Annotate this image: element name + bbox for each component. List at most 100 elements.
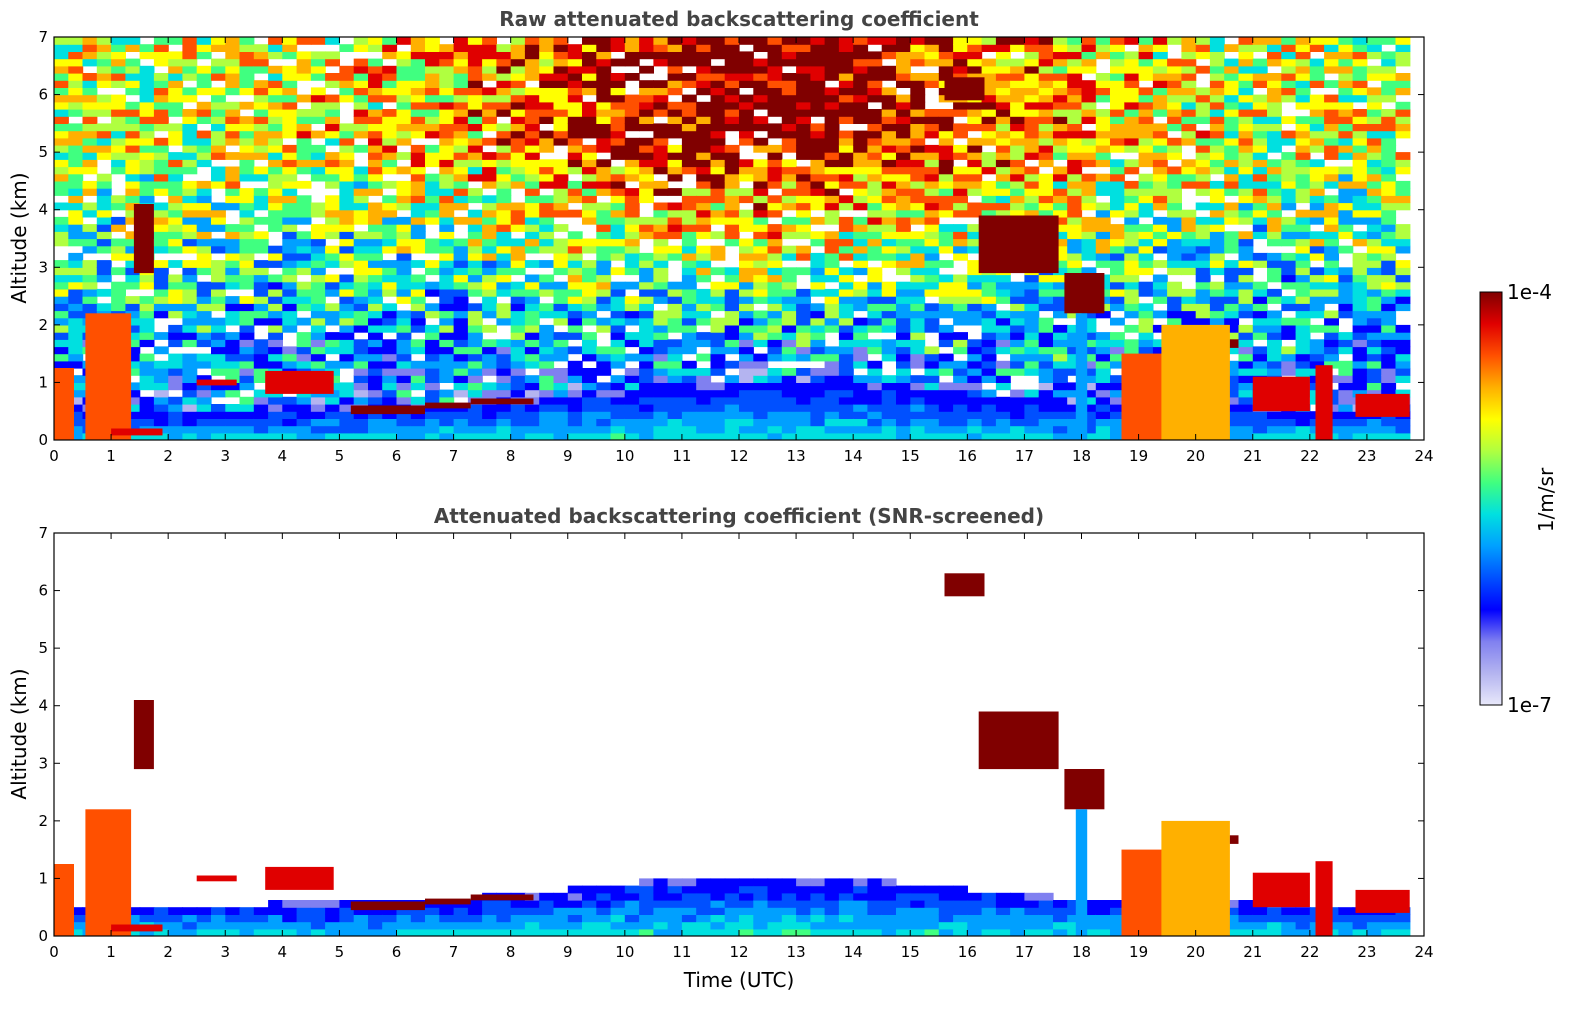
heatmap-cell [1366, 382, 1382, 391]
heatmap-cell [739, 274, 754, 283]
heatmap-cell [396, 274, 412, 283]
heatmap-cell [953, 109, 968, 117]
heatmap-cell [1195, 37, 1211, 45]
heatmap-cell [425, 396, 440, 405]
heatmap-cell [710, 65, 726, 74]
heatmap-cell [639, 166, 654, 175]
heatmap-cell [68, 432, 84, 440]
heatmap-cell [396, 216, 412, 225]
heatmap-cell [1295, 44, 1311, 52]
heatmap-cell [1067, 202, 1083, 211]
heatmap-cell [539, 231, 555, 240]
heatmap-cell [1224, 101, 1240, 110]
heatmap-cell [953, 332, 968, 340]
heatmap-cell [696, 296, 712, 304]
heatmap-cell [125, 310, 141, 319]
heatmap-cell [211, 418, 226, 427]
heatmap-cell [467, 224, 483, 232]
heatmap-cell [696, 58, 712, 67]
heatmap-cell [539, 44, 555, 52]
heatmap-cell [439, 173, 455, 182]
heatmap-cell [182, 231, 198, 240]
heatmap-cell [867, 37, 883, 45]
heatmap-cell [1053, 332, 1068, 340]
heatmap-cell [853, 58, 869, 67]
heatmap-cell [1366, 346, 1382, 355]
heatmap-cell [753, 65, 769, 74]
heatmap-cell [1209, 123, 1225, 132]
heatmap-cell [667, 389, 683, 398]
heatmap-cell [396, 353, 412, 362]
heatmap-cell [1053, 123, 1068, 132]
heatmap-cell [425, 180, 440, 189]
heatmap-cell [1352, 51, 1368, 60]
heatmap-cell [1167, 238, 1182, 247]
heatmap-cell [624, 195, 640, 204]
heatmap-cell [1081, 137, 1097, 146]
heatmap-cell [838, 324, 854, 333]
heatmap-cell [1324, 267, 1339, 276]
heatmap-cell [1395, 231, 1411, 240]
heatmap-cell [667, 65, 683, 74]
heatmap-cell [353, 65, 369, 74]
heatmap-cell [1038, 173, 1054, 182]
heatmap-cell [339, 137, 355, 146]
heatmap-cell [1081, 317, 1097, 326]
heatmap-cell [368, 166, 383, 175]
heatmap-cell [953, 202, 968, 211]
heatmap-cell [1381, 73, 1397, 81]
heatmap-cell [681, 44, 697, 52]
heatmap-cell [439, 238, 455, 247]
heatmap-cell [653, 368, 669, 376]
heatmap-cell [524, 317, 540, 326]
heatmap-cell [182, 317, 198, 326]
heatmap-cell [68, 44, 84, 52]
heatmap-cell [353, 288, 369, 297]
heatmap-cell [781, 389, 797, 398]
heatmap-cell [724, 216, 740, 225]
heatmap-cell [624, 123, 640, 132]
heatmap-cell [1181, 216, 1197, 225]
heatmap-cell [910, 252, 926, 261]
heatmap-cell [824, 404, 840, 412]
heatmap-cell [353, 267, 369, 276]
heatmap-cell [439, 332, 455, 340]
heatmap-cell [1124, 324, 1140, 333]
heatmap-cell [125, 80, 141, 88]
heatmap-cell [1095, 188, 1111, 196]
heatmap-cell [125, 324, 141, 333]
heatmap-cell [125, 274, 141, 283]
x-tick-label: 18 [1072, 447, 1091, 465]
heatmap-cell [1366, 245, 1382, 254]
heatmap-cell [239, 339, 255, 348]
heatmap-cell [696, 188, 712, 196]
heatmap-cell [339, 252, 355, 261]
heatmap-cell [439, 51, 455, 60]
heatmap-cell [781, 188, 797, 196]
heatmap-cell [824, 274, 840, 283]
heatmap-cell [753, 159, 769, 168]
heatmap-cell [1081, 425, 1097, 434]
heatmap-cell [1238, 339, 1254, 348]
heatmap-cell [1038, 195, 1054, 204]
heatmap-cell [810, 274, 826, 283]
heatmap-cell [853, 159, 869, 168]
heatmap-cell [1053, 73, 1068, 81]
heatmap-cell [368, 360, 383, 369]
heatmap-cell [68, 180, 84, 189]
heatmap-cell [582, 166, 597, 175]
heatmap-cell [681, 123, 697, 132]
heatmap-cell [1038, 188, 1054, 196]
heatmap-cell [1181, 130, 1197, 139]
heatmap-cell [296, 281, 312, 290]
heatmap-cell [182, 180, 198, 189]
heatmap-cell [182, 928, 198, 936]
heatmap-cell [325, 914, 340, 923]
heatmap-cell [425, 94, 440, 103]
heatmap-cell [853, 346, 869, 355]
heatmap-cell [211, 37, 226, 45]
heatmap-cell [881, 159, 897, 168]
heatmap-cell [211, 267, 226, 276]
heatmap-cell [753, 188, 769, 196]
heatmap-cell [1338, 180, 1354, 189]
